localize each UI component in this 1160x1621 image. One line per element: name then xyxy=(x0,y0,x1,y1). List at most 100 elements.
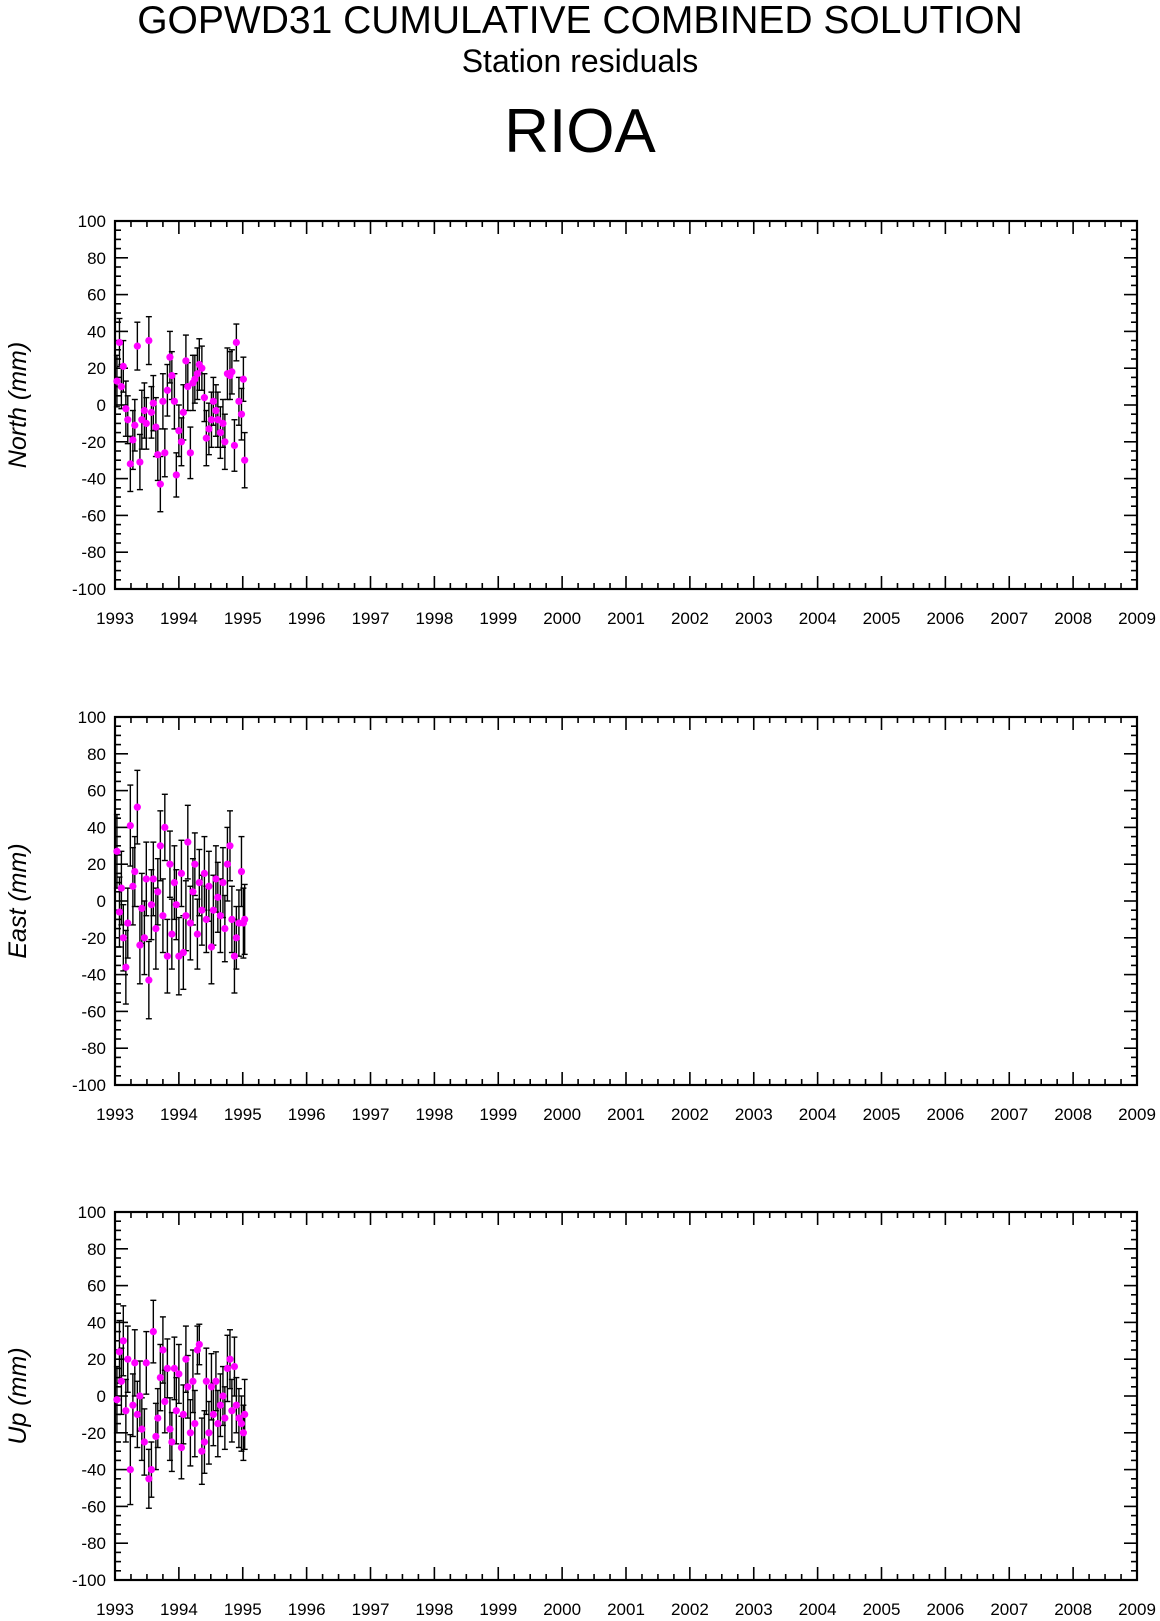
data-point xyxy=(212,1377,220,1385)
data-point xyxy=(205,882,213,890)
data-point xyxy=(113,1396,121,1404)
data-point xyxy=(237,867,246,876)
data-point xyxy=(179,1410,187,1418)
x-tick-label: 2000 xyxy=(543,609,581,628)
x-tick-label: 1994 xyxy=(160,609,198,628)
data-point xyxy=(117,383,125,391)
x-tick-label: 2000 xyxy=(543,1105,581,1124)
x-tick-label: 1998 xyxy=(415,609,453,628)
x-tick-label: 1994 xyxy=(160,1105,198,1124)
data-point xyxy=(219,419,227,427)
data-point xyxy=(175,1370,183,1378)
data-point xyxy=(133,1410,141,1418)
data-point xyxy=(140,934,148,942)
data-point xyxy=(124,1355,132,1363)
data-point xyxy=(117,884,125,892)
data-point xyxy=(170,879,179,887)
data-point xyxy=(193,1346,201,1354)
data-point xyxy=(122,405,130,413)
data-point xyxy=(119,934,127,942)
x-tick-label: 1996 xyxy=(288,1105,326,1124)
data-point xyxy=(168,1438,176,1446)
data-point xyxy=(219,879,227,887)
data-point xyxy=(129,882,137,890)
data-point xyxy=(152,1432,160,1441)
data-point xyxy=(230,441,239,450)
data-point xyxy=(115,338,124,347)
x-tick-label: 1993 xyxy=(96,1600,134,1619)
data-point xyxy=(177,1443,186,1452)
x-tick-label: 2000 xyxy=(543,1600,581,1619)
data-point xyxy=(161,1397,169,1406)
data-point xyxy=(161,823,169,832)
data-point xyxy=(230,1362,239,1371)
x-tick-label: 2008 xyxy=(1054,609,1092,628)
data-point xyxy=(200,1438,209,1446)
data-point xyxy=(138,904,146,912)
x-tick-label: 2007 xyxy=(990,609,1028,628)
x-tick-label: 1996 xyxy=(288,1600,326,1619)
x-tick-label: 2001 xyxy=(607,1105,645,1124)
data-point xyxy=(138,1425,146,1433)
x-tick-label: 2003 xyxy=(735,609,773,628)
data-point xyxy=(119,1337,127,1345)
panel-2: 100 80 60 40 20 0 -20 -40 -60 -80 -100 1993 1994 1995… xyxy=(4,1203,1156,1619)
plot-frame xyxy=(113,219,1139,591)
data-point xyxy=(209,397,217,405)
data-point xyxy=(126,460,134,468)
y-tick-label: 80 xyxy=(87,745,106,764)
data-point xyxy=(223,860,232,868)
data-point xyxy=(189,888,197,896)
y-tick-label: 100 xyxy=(78,708,106,727)
data-point xyxy=(156,480,164,488)
data-point xyxy=(182,1355,190,1363)
y-tick-label: -40 xyxy=(81,470,106,489)
data-point xyxy=(193,930,201,938)
data-point xyxy=(226,1355,234,1363)
data-point xyxy=(159,397,167,405)
series-0 xyxy=(113,315,249,513)
data-point xyxy=(166,353,174,361)
plot-frame xyxy=(113,1210,1139,1582)
data-point xyxy=(239,1429,247,1437)
y-tick-label: -80 xyxy=(81,1039,106,1058)
y-tick-label: -80 xyxy=(81,1534,106,1553)
x-tick-label: 1993 xyxy=(96,609,134,628)
x-tick-label: 1995 xyxy=(224,609,262,628)
data-point xyxy=(163,386,171,394)
data-point xyxy=(216,912,224,920)
x-tick-label: 2001 xyxy=(607,609,645,628)
x-tick-label: 2005 xyxy=(863,1105,901,1124)
data-point xyxy=(115,1348,124,1356)
data-point xyxy=(133,803,141,811)
series-0 xyxy=(113,769,249,1020)
y-tick-label: 40 xyxy=(87,818,106,837)
y-tick-label: -80 xyxy=(81,543,106,562)
chart-title: GOPWD31 CUMULATIVE COMBINED SOLUTION xyxy=(137,0,1023,42)
data-point xyxy=(186,1429,194,1437)
data-point xyxy=(142,875,150,883)
x-tick-label: 1993 xyxy=(96,1105,134,1124)
data-point xyxy=(237,1420,246,1428)
data-point xyxy=(170,1364,179,1372)
data-point xyxy=(149,875,157,883)
data-point xyxy=(140,1438,148,1446)
data-point xyxy=(191,860,199,868)
data-point xyxy=(239,375,247,383)
data-point xyxy=(228,915,236,924)
data-point xyxy=(131,421,139,429)
x-tick-label: 1995 xyxy=(224,1105,262,1124)
data-point xyxy=(223,1364,232,1372)
data-point xyxy=(140,406,148,415)
x-tick-label: 2008 xyxy=(1054,1600,1092,1619)
data-point xyxy=(195,1340,203,1349)
data-point xyxy=(156,842,164,850)
x-tick-label: 2002 xyxy=(671,1600,709,1619)
y-tick-label: 0 xyxy=(97,892,106,911)
x-tick-label: 2007 xyxy=(990,1105,1028,1124)
data-point xyxy=(198,364,206,372)
data-point xyxy=(149,1328,157,1336)
data-point xyxy=(179,408,187,416)
data-point xyxy=(205,1429,213,1437)
data-point xyxy=(115,908,124,916)
